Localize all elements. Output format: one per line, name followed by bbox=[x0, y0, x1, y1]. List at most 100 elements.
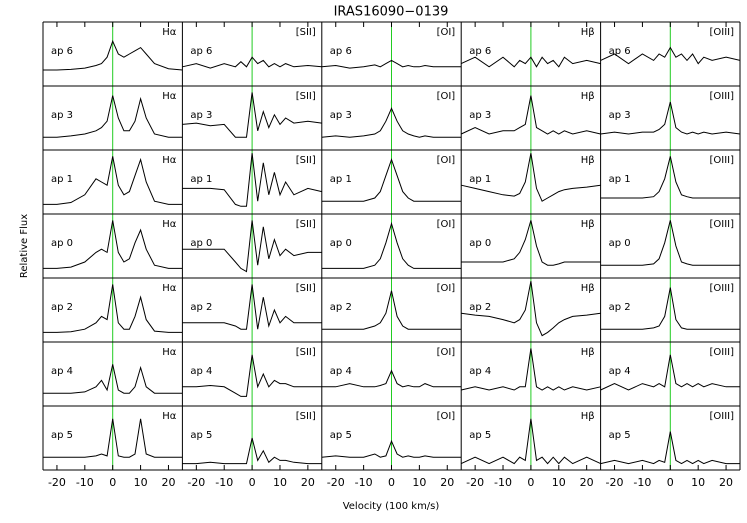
line-label: Hβ bbox=[581, 27, 595, 38]
aperture-label: ap 4 bbox=[190, 366, 212, 377]
spectrum bbox=[321, 439, 462, 458]
aperture-label: ap 0 bbox=[330, 238, 352, 249]
spectrum bbox=[321, 221, 462, 269]
aperture-label: ap 3 bbox=[609, 110, 631, 121]
spectrum bbox=[600, 287, 740, 330]
x-tick-label: 20 bbox=[161, 476, 175, 489]
x-tick-label: 10 bbox=[552, 476, 566, 489]
aperture-label: ap 6 bbox=[609, 46, 631, 57]
line-label: Hα bbox=[162, 347, 177, 358]
line-label: [SII] bbox=[296, 155, 316, 166]
aperture-label: ap 1 bbox=[330, 174, 352, 185]
line-label: [SII] bbox=[296, 219, 316, 230]
spectrum bbox=[182, 284, 322, 330]
y-axis-label: Relative Flux bbox=[19, 214, 30, 278]
x-tick-label: 10 bbox=[412, 476, 426, 489]
x-tick-label: 20 bbox=[719, 476, 733, 489]
x-tick-label: -20 bbox=[48, 476, 66, 489]
x-tick-label: 0 bbox=[249, 476, 256, 489]
line-label: [OIII] bbox=[709, 155, 734, 166]
spectrum bbox=[461, 220, 601, 266]
x-tick-label: 0 bbox=[527, 476, 534, 489]
line-label: Hα bbox=[162, 91, 177, 102]
aperture-label: ap 0 bbox=[190, 238, 212, 249]
line-label: [SII] bbox=[296, 283, 316, 294]
line-label: [OIII] bbox=[709, 27, 734, 38]
spectrum bbox=[43, 220, 183, 269]
line-label: Hβ bbox=[581, 347, 595, 358]
spectrum bbox=[461, 153, 601, 202]
spectrum bbox=[321, 59, 462, 69]
line-label: [OI] bbox=[437, 27, 456, 38]
line-label: [OI] bbox=[437, 155, 456, 166]
x-tick-label: 20 bbox=[301, 476, 315, 489]
x-tick-label: -20 bbox=[187, 476, 205, 489]
aperture-label: ap 3 bbox=[330, 110, 352, 121]
x-tick-label: -20 bbox=[606, 476, 624, 489]
x-tick-label: 10 bbox=[691, 476, 705, 489]
line-label: [SII] bbox=[296, 411, 316, 422]
aperture-label: ap 0 bbox=[609, 238, 631, 249]
aperture-label: ap 2 bbox=[330, 302, 352, 313]
aperture-label: ap 5 bbox=[330, 430, 352, 441]
aperture-label: ap 4 bbox=[330, 366, 352, 377]
line-label: [OIII] bbox=[709, 411, 734, 422]
line-label: [OI] bbox=[437, 91, 456, 102]
spectrum bbox=[43, 156, 183, 205]
aperture-label: ap 6 bbox=[51, 46, 73, 57]
line-label: [SII] bbox=[296, 27, 316, 38]
line-label: Hβ bbox=[581, 219, 595, 230]
line-label: Hβ bbox=[581, 91, 595, 102]
spectrum bbox=[321, 290, 462, 330]
x-tick-label: 10 bbox=[273, 476, 287, 489]
spectrum bbox=[600, 431, 740, 465]
aperture-label: ap 6 bbox=[190, 46, 212, 57]
line-label: [OIII] bbox=[709, 283, 734, 294]
spectrum bbox=[321, 107, 462, 138]
aperture-label: ap 4 bbox=[51, 366, 73, 377]
aperture-label: ap 4 bbox=[609, 366, 631, 377]
line-label: [SII] bbox=[296, 347, 316, 358]
aperture-label: ap 5 bbox=[469, 430, 491, 441]
chart-title: IRAS16090−0139 bbox=[334, 5, 449, 20]
line-label: Hα bbox=[162, 219, 177, 230]
spectrum bbox=[460, 95, 601, 135]
aperture-label: ap 2 bbox=[609, 302, 631, 313]
aperture-label: ap 1 bbox=[51, 174, 73, 185]
aperture-label: ap 3 bbox=[469, 110, 491, 121]
spectrum bbox=[43, 418, 183, 458]
spectrum bbox=[182, 220, 322, 273]
spectrum bbox=[460, 418, 601, 465]
aperture-label: ap 2 bbox=[190, 302, 212, 313]
x-tick-label: -20 bbox=[466, 476, 484, 489]
spectrum bbox=[461, 281, 601, 337]
line-label: [OI] bbox=[437, 219, 456, 230]
line-label: [OIII] bbox=[709, 219, 734, 230]
aperture-label: ap 0 bbox=[51, 238, 73, 249]
spectrum bbox=[460, 56, 601, 68]
aperture-label: ap 1 bbox=[609, 174, 631, 185]
line-label: Hβ bbox=[581, 411, 595, 422]
aperture-label: ap 5 bbox=[51, 430, 73, 441]
x-tick-label: 0 bbox=[388, 476, 395, 489]
spectrum bbox=[182, 354, 322, 397]
line-label: Hα bbox=[162, 27, 177, 38]
aperture-label: ap 3 bbox=[190, 110, 212, 121]
line-label: Hβ bbox=[581, 283, 595, 294]
x-tick-label: -10 bbox=[633, 476, 651, 489]
line-label: Hβ bbox=[581, 155, 595, 166]
spectrum bbox=[600, 354, 740, 391]
spectrum bbox=[600, 101, 741, 135]
x-tick-label: -20 bbox=[327, 476, 345, 489]
x-tick-label: 0 bbox=[109, 476, 116, 489]
x-tick-label: 0 bbox=[667, 476, 674, 489]
spectrum bbox=[321, 369, 462, 388]
x-tick-label: 10 bbox=[134, 476, 148, 489]
line-label: Hα bbox=[162, 155, 177, 166]
spectrum bbox=[600, 220, 740, 266]
x-tick-label: -10 bbox=[76, 476, 94, 489]
aperture-label: ap 0 bbox=[469, 238, 491, 249]
line-label: [OI] bbox=[437, 347, 456, 358]
aperture-label: ap 1 bbox=[469, 174, 491, 185]
